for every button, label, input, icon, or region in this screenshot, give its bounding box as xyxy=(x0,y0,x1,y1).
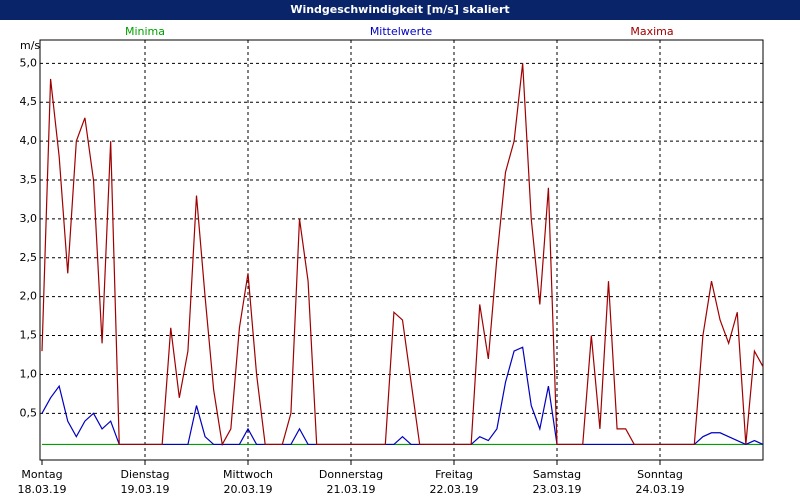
plot-frame xyxy=(39,39,764,461)
y-tick-label: 1,0 xyxy=(20,367,38,380)
y-tick-label: 2,5 xyxy=(20,251,38,264)
x-tick-date: 21.03.19 xyxy=(327,483,376,496)
x-tick-label: Donnerstag xyxy=(319,468,383,481)
y-tick-label: 3,5 xyxy=(20,173,38,186)
x-tick-date: 24.03.19 xyxy=(636,483,685,496)
x-tick-date: 18.03.19 xyxy=(18,483,67,496)
x-tick-date: 20.03.19 xyxy=(224,483,273,496)
x-tick-label: Sonntag xyxy=(637,468,683,481)
x-tick-label: Dienstag xyxy=(120,468,169,481)
x-tick-date: 22.03.19 xyxy=(430,483,479,496)
y-tick-label: 4,0 xyxy=(20,134,38,147)
y-tick-label: 5,0 xyxy=(20,56,38,69)
series-line xyxy=(41,63,764,447)
y-axis-label: m/s xyxy=(20,39,40,52)
chart-title: Windgeschwindigkeit [m/s] skaliert xyxy=(290,3,509,16)
legend-label: Maxima xyxy=(630,25,673,38)
x-tick-date: 23.03.19 xyxy=(533,483,582,496)
y-tick-label: 0,5 xyxy=(20,406,38,419)
x-tick-label: Mittwoch xyxy=(223,468,273,481)
y-tick-label: 4,5 xyxy=(20,95,38,108)
x-tick-label: Samstag xyxy=(533,468,581,481)
y-tick-label: 1,5 xyxy=(20,329,38,342)
x-tick-date: 19.03.19 xyxy=(121,483,170,496)
y-tick-label: 2,0 xyxy=(20,290,38,303)
title-bar xyxy=(0,0,800,20)
legend-label: Mittelwerte xyxy=(370,25,433,38)
legend-label: Minima xyxy=(125,25,165,38)
y-tick-label: 3,0 xyxy=(20,212,38,225)
x-tick-label: Montag xyxy=(21,468,62,481)
x-tick-label: Freitag xyxy=(435,468,473,481)
